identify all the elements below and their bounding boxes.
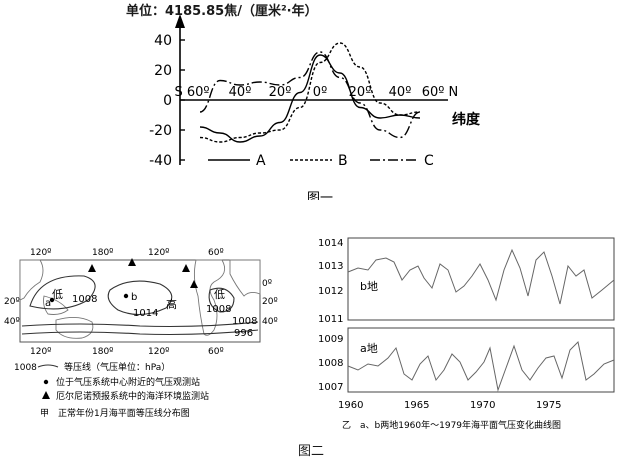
fig2-caption: 图二	[298, 444, 325, 459]
station-triangle	[182, 264, 190, 272]
fig1-x-tick: 0º	[313, 85, 327, 100]
fig1-x-tick: 20º	[269, 85, 292, 100]
b-pressure-curve	[347, 248, 615, 305]
map-top-lon-3: 120º	[148, 248, 169, 258]
x-tick-1965: 1965	[404, 400, 429, 411]
map-label-a: a	[45, 298, 51, 309]
x-tick-1960: 1960	[338, 400, 363, 411]
asia-coast	[19, 259, 44, 301]
legend-dot-text: 位于气压系统中心附近的气压观测站	[56, 376, 200, 388]
station-triangle	[128, 258, 136, 266]
indonesia-coast	[43, 295, 69, 315]
legend-triangle-icon	[42, 391, 50, 399]
series-c-line	[199, 51, 421, 139]
a-panel-frame	[347, 327, 615, 393]
fig1-x-tick: 60º N	[422, 85, 459, 100]
map-label-996: 996	[234, 328, 253, 339]
map-top-lon-4: 60º	[208, 248, 224, 258]
map-bottom-lon-2: 180º	[92, 347, 113, 357]
map-lat-20: 20º	[262, 297, 278, 307]
map-top-lon-1: 120º	[30, 248, 51, 258]
a-tick-1007: 1007	[318, 382, 343, 393]
station-a-dot	[49, 297, 55, 303]
map-bottom-lon-3: 120º	[148, 347, 169, 357]
b-tick-1013: 1013	[318, 261, 343, 272]
map-lat-left-40: 40º	[4, 317, 20, 327]
map-lat-left-20: 20º	[4, 297, 20, 307]
map-top-lon-2: 180º	[92, 248, 113, 258]
a-pressure-curve	[347, 340, 615, 392]
legend-isobar-text: 等压线（气压单位：hPa）	[64, 361, 170, 373]
station-triangle	[190, 280, 198, 288]
isobar-1008-south	[21, 321, 259, 328]
map-label-1008-bottom: 1008	[232, 316, 257, 327]
b-panel-label: b地	[360, 280, 378, 293]
legend-isobar-value: 1008	[14, 363, 37, 373]
fig2-map: 120º 180º 120º 60º 低 1008 a b 1014 高 低 1…	[4, 248, 278, 419]
b-panel-frame	[347, 237, 615, 321]
fig1-x-tick: 40º	[389, 85, 412, 100]
fig1-series	[199, 42, 421, 143]
map-label-low-west: 低	[52, 288, 63, 301]
pressure-caption: 乙 a、b两地1960年～1979年海平面气压变化曲线图	[342, 419, 561, 431]
a-panel-label: a地	[360, 342, 378, 355]
map-bottom-lon-4: 60º	[208, 347, 224, 357]
fig1-legend: A B C	[208, 153, 434, 169]
b-tick-1012: 1012	[318, 286, 343, 297]
map-label-1008-east: 1008	[206, 304, 231, 315]
fig1-y-tick: -40	[149, 153, 172, 169]
map-lat-40: 40º	[262, 317, 278, 327]
map-lat-0: 0º	[262, 279, 272, 289]
fig1-y-tick: 0	[163, 93, 172, 109]
fig1-caption: 图一	[307, 191, 333, 200]
fig1-x-tick: S 60º	[174, 85, 209, 100]
australia-coast	[55, 317, 94, 339]
fig1-unit-label: 单位：4185.85焦/（厘米²·年）	[126, 4, 318, 19]
map-label-b: b	[131, 292, 137, 303]
fig1-x-ticks: S 60º 40º 20º 0º 20º 40º 60º N	[174, 85, 458, 100]
fig1-y-tick: 20	[154, 63, 172, 79]
a-tick-1009: 1009	[318, 334, 343, 345]
legend-isobar-sample	[37, 364, 59, 368]
x-tick-1970: 1970	[470, 400, 495, 411]
x-tick-1975: 1975	[536, 400, 561, 411]
africa-coast	[229, 259, 261, 297]
legend-triangle-text: 厄尔尼诺预报系统中的海洋环境监测站	[56, 390, 209, 402]
isobar-high	[107, 280, 173, 316]
isobar-996	[21, 329, 259, 336]
map-caption: 甲 正常年份1月海平面等压线分布图	[40, 407, 190, 419]
fig1-x-tick: 40º	[229, 85, 252, 100]
a-tick-1008: 1008	[318, 358, 343, 369]
fig1-y-tick: -20	[149, 123, 172, 139]
map-label-high: 高	[166, 297, 177, 311]
fig1-x-axis-label: 纬度	[452, 111, 481, 128]
legend-a-label: A	[256, 153, 266, 169]
legend-c-label: C	[424, 153, 434, 169]
b-tick-1014: 1014	[318, 238, 343, 249]
legend-b-label: B	[338, 153, 348, 169]
fig2-pressure-chart: 1014 1013 1012 1011 b地 1009 1008 1007 a地…	[318, 237, 615, 431]
station-triangle	[88, 264, 96, 272]
series-a-line	[199, 54, 421, 143]
fig1-y-arrow	[175, 14, 185, 28]
b-tick-1011: 1011	[318, 314, 343, 325]
isobar-low-west	[29, 275, 96, 310]
map-bottom-lon-1: 120º	[30, 347, 51, 357]
legend-dot-icon	[43, 379, 49, 385]
map-label-low-east: 低	[214, 288, 225, 301]
map-label-1008-west: 1008	[72, 294, 97, 305]
station-b-dot	[123, 293, 129, 299]
fig1-y-tick: 40	[154, 33, 172, 49]
series-b-line	[199, 42, 421, 143]
isobar-low-east	[208, 287, 235, 313]
map-label-1014: 1014	[133, 308, 158, 319]
fig1-x-tick: 20º	[349, 85, 372, 100]
fig1-y-ticks: 40 20 0 -20 -40	[149, 33, 185, 169]
